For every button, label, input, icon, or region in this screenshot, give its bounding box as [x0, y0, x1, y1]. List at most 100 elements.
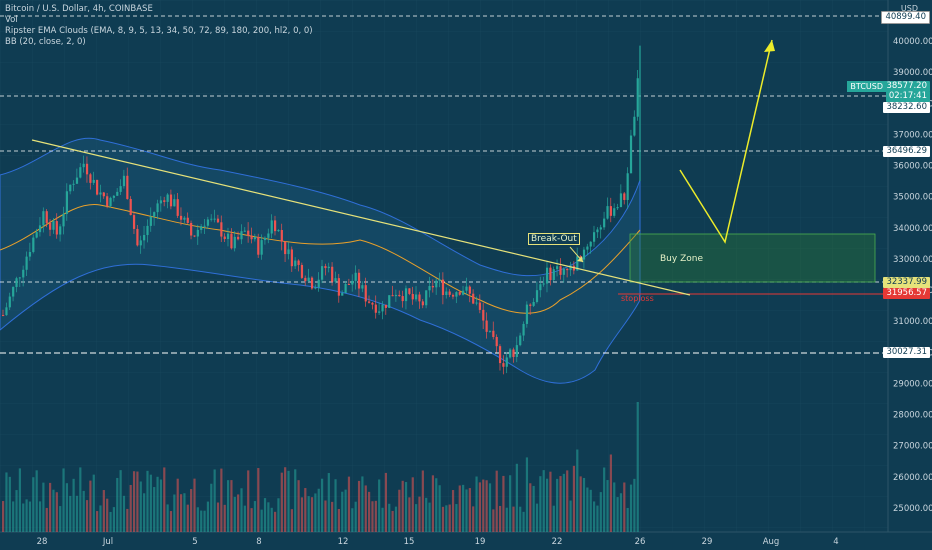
buy-zone-label[interactable]: Buy Zone — [660, 254, 703, 264]
volume-bar — [169, 511, 173, 532]
candle-body — [119, 186, 122, 192]
volume-bar — [636, 402, 639, 532]
candle-body — [15, 278, 18, 287]
bollinger-indicator-label[interactable]: BB (20, close, 2, 0) — [5, 37, 86, 47]
volume-bar — [35, 470, 38, 532]
currency-label[interactable]: USD — [900, 4, 918, 13]
volume-bar — [488, 483, 492, 532]
candle-body — [210, 218, 213, 220]
volume-bar — [381, 507, 384, 532]
volume-bar — [425, 497, 428, 532]
volume-bar — [206, 501, 210, 532]
candle-body — [89, 174, 92, 183]
candle-body — [156, 203, 159, 213]
candle-body — [237, 236, 240, 240]
candle-body — [75, 177, 79, 184]
candle-body — [458, 292, 461, 295]
volume-bar — [374, 500, 377, 532]
volume-bar — [502, 475, 505, 532]
volume-bar — [240, 488, 243, 532]
candle-body — [126, 175, 129, 199]
candle-body — [552, 269, 555, 281]
time-tick-label: 26 — [635, 537, 646, 547]
candle-body — [129, 198, 132, 216]
candle-body — [512, 349, 515, 357]
volume-bar — [304, 488, 307, 532]
volume-bar — [173, 494, 176, 532]
volume-bar — [102, 490, 105, 532]
candle-body — [613, 208, 616, 216]
candle-body — [317, 279, 320, 288]
volume-bar — [522, 511, 525, 532]
ema-clouds-indicator-label[interactable]: Ripster EMA Clouds (EMA, 8, 9, 5, 13, 34… — [5, 26, 313, 36]
symbol-title[interactable]: Bitcoin / U.S. Dollar, 4h, COINBASE — [5, 4, 153, 14]
candle-body — [623, 193, 626, 200]
price-label-top: 40899.40 — [881, 11, 930, 24]
volume-bar — [250, 508, 253, 532]
candle-body — [12, 286, 15, 297]
candle-body — [334, 278, 337, 282]
volume-bar — [72, 478, 75, 532]
buy-zone[interactable] — [629, 233, 876, 283]
volume-bar — [132, 471, 136, 532]
volume-bar — [579, 476, 582, 532]
volume-bar — [492, 509, 495, 532]
candle-body — [582, 249, 586, 260]
volume-bar — [603, 467, 606, 532]
volume-bar — [512, 506, 515, 532]
candle-body — [247, 230, 250, 236]
candle-body — [428, 286, 431, 291]
candle-body — [277, 230, 280, 232]
volume-bar — [149, 474, 152, 532]
candle-body — [159, 200, 163, 204]
projection-arrow — [679, 39, 775, 244]
candle-body — [388, 295, 391, 308]
candle-body — [79, 167, 82, 178]
candle-body — [556, 266, 559, 270]
volume-bar — [341, 491, 344, 532]
descending-trendline[interactable] — [31, 139, 691, 296]
candle-body — [253, 237, 257, 240]
volume-bar — [65, 483, 68, 532]
candle-body — [462, 290, 465, 295]
candle-body — [532, 301, 535, 306]
candle-body — [294, 260, 297, 267]
volume-bar — [99, 505, 102, 532]
breakout-label[interactable]: Break-Out — [528, 233, 580, 245]
volume-bar — [401, 480, 404, 532]
time-tick-label: 15 — [404, 537, 415, 547]
volume-bar — [15, 490, 18, 532]
countdown-label: 02:17:41 — [885, 91, 930, 102]
price-tick-label: 33000.00 — [893, 255, 932, 265]
volume-bar — [122, 495, 126, 532]
volume-bar — [106, 498, 109, 532]
volume-indicator-label[interactable]: Vol — [5, 15, 18, 25]
volume-bar — [519, 506, 522, 532]
volume-bar — [606, 480, 609, 532]
volume-bar — [357, 480, 361, 532]
candle-body — [616, 207, 619, 209]
candle-body — [592, 232, 596, 242]
volume-bar — [190, 489, 193, 532]
candle-body — [99, 192, 102, 195]
candle-body — [421, 301, 424, 306]
candle-body — [106, 196, 109, 207]
volume-bar — [300, 497, 304, 532]
candle-body — [300, 264, 304, 278]
price-tick-label: 39000.00 — [893, 68, 932, 78]
candle-body — [223, 236, 226, 239]
candle-body — [280, 230, 283, 242]
candle-body — [619, 193, 623, 208]
candle-body — [327, 266, 330, 269]
stoploss-label[interactable]: stoploss — [621, 294, 654, 303]
volume-bar — [337, 508, 340, 532]
candle-body — [361, 285, 364, 289]
candle-body — [32, 237, 35, 252]
volume-bar — [290, 509, 293, 532]
candle-body — [451, 294, 455, 297]
volume-bar — [472, 506, 475, 532]
candle-body — [324, 266, 327, 269]
candle-body — [374, 304, 377, 313]
price-tick-label: 25000.00 — [893, 504, 932, 514]
